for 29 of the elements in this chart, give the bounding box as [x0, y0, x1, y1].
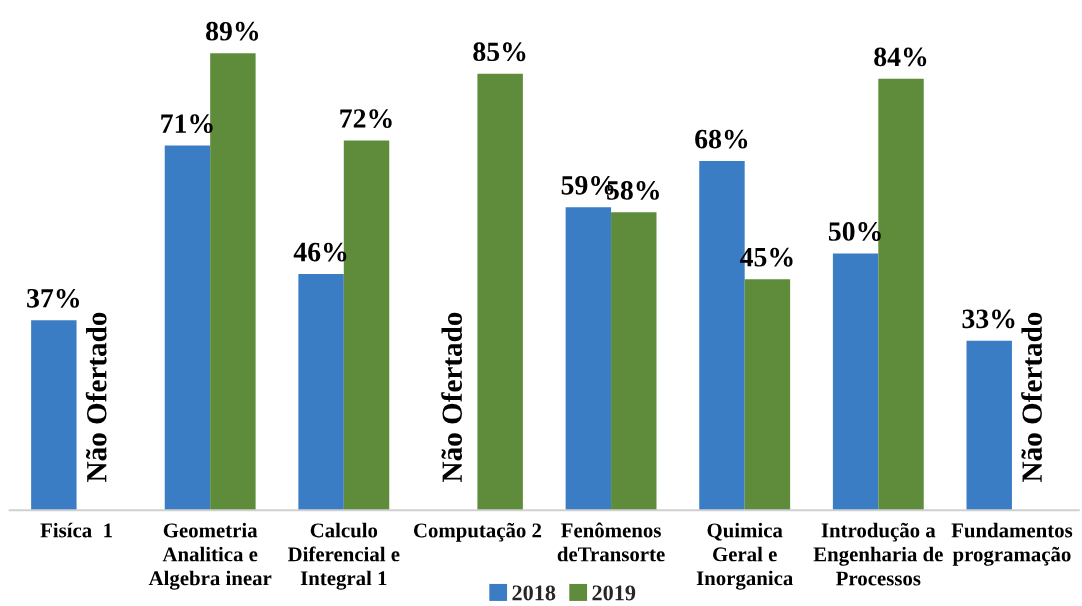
- bar: [164, 145, 211, 511]
- data-label: 89%: [206, 21, 259, 41]
- x-tick-label: Calculo Diferencial e Integral 1: [287, 522, 400, 590]
- bar: [744, 279, 791, 511]
- legend-label: 2018: [512, 585, 556, 601]
- text: Não Ofertado: [441, 312, 463, 482]
- x-tick-label: Fenômenos deTransorte: [557, 522, 665, 562]
- legend-label: 2019: [592, 585, 636, 601]
- x-tick-label: Quimica Geral e Inorganica: [696, 522, 793, 590]
- x-tick-label: Introdução a Engenharia de Processos: [813, 522, 943, 586]
- bar: [565, 207, 612, 511]
- bar: [966, 340, 1012, 511]
- x-tick-label: Fundamentos programação: [951, 522, 1073, 566]
- data-label: 85%: [473, 42, 526, 62]
- text: Não Ofertado: [85, 312, 107, 482]
- bar: [477, 73, 523, 511]
- data-label: 37%: [27, 288, 80, 308]
- x-tick-label: Computação 2: [413, 522, 542, 542]
- bar: [298, 274, 344, 511]
- bar: [31, 320, 77, 511]
- x-tick-label: Geometria Analitica e Algebra inear: [148, 522, 272, 590]
- bar: [832, 253, 879, 511]
- bar: [611, 212, 657, 511]
- text: Não Ofertado: [1021, 312, 1042, 482]
- x-tick-label: Fisíca 1: [40, 522, 112, 538]
- data-label: 68%: [695, 129, 748, 149]
- data-label: 33%: [962, 309, 1015, 329]
- data-label: 72%: [340, 109, 392, 128]
- data-label: 84%: [874, 47, 927, 67]
